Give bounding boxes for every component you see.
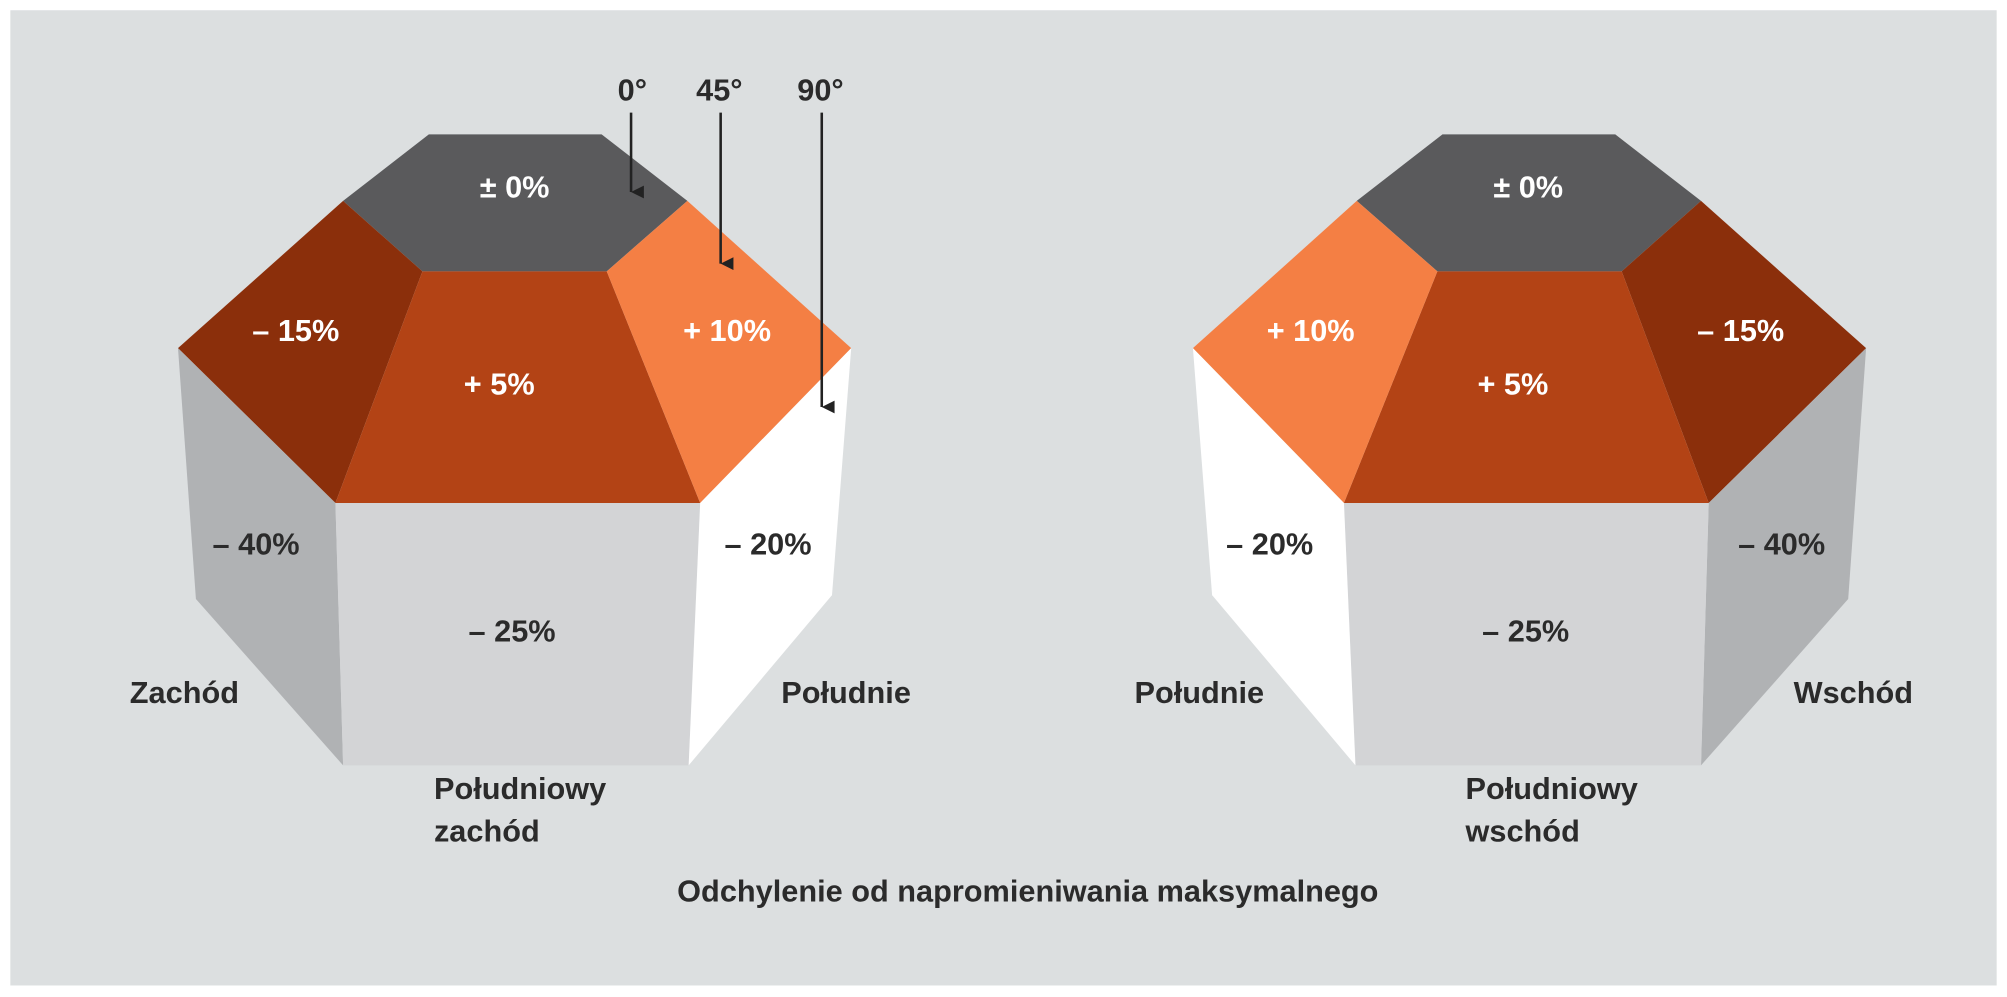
face-label: + 10% [683, 313, 771, 348]
face-label: – 25% [1482, 614, 1569, 649]
direction-label: Południowy [1466, 771, 1638, 806]
angle-label: 0° [618, 72, 647, 107]
face-label: – 20% [1226, 527, 1313, 562]
direction-label: wschód [1465, 813, 1580, 848]
angle-label: 45° [696, 72, 742, 107]
caption: Odchylenie od napromieniwania maksymalne… [677, 873, 1378, 908]
direction-label: Zachód [130, 675, 239, 710]
face-label: – 40% [213, 527, 300, 562]
face-label: + 5% [464, 367, 535, 402]
direction-label: zachód [434, 813, 540, 848]
angle-label: 90° [797, 72, 843, 107]
face-label: – 40% [1738, 527, 1825, 562]
direction-label: Południe [1134, 675, 1264, 710]
face-label: – 20% [724, 527, 811, 562]
face-label: + 10% [1267, 313, 1355, 348]
direction-label: Południowy [434, 771, 606, 806]
angle-arrows [629, 112, 835, 414]
face-label: – 25% [469, 614, 556, 649]
face-label: – 15% [1697, 313, 1784, 348]
face-label: – 15% [252, 313, 339, 348]
direction-label: Wschód [1794, 675, 1913, 710]
face-label: ± 0% [1493, 170, 1563, 205]
face-label: ± 0% [480, 170, 550, 205]
direction-label: Południe [781, 675, 911, 710]
face-label: + 5% [1477, 367, 1548, 402]
